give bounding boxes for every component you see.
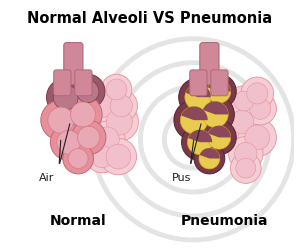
Circle shape <box>194 143 225 174</box>
Circle shape <box>64 95 102 134</box>
FancyBboxPatch shape <box>54 70 71 96</box>
Circle shape <box>70 102 95 127</box>
Circle shape <box>76 80 99 103</box>
Circle shape <box>53 85 78 110</box>
Circle shape <box>180 107 208 134</box>
Text: Pneumonia: Pneumonia <box>181 214 268 228</box>
FancyBboxPatch shape <box>75 70 92 96</box>
Circle shape <box>230 153 261 184</box>
Circle shape <box>85 89 119 123</box>
Wedge shape <box>208 126 231 137</box>
Circle shape <box>105 90 137 122</box>
Circle shape <box>202 101 228 127</box>
Circle shape <box>48 107 74 133</box>
Wedge shape <box>203 101 228 115</box>
Circle shape <box>91 145 113 168</box>
Text: Normal: Normal <box>50 214 106 228</box>
Circle shape <box>250 98 271 119</box>
Text: Normal Alveoli VS Pneumonia: Normal Alveoli VS Pneumonia <box>27 11 273 26</box>
Circle shape <box>100 138 136 175</box>
Circle shape <box>68 149 88 169</box>
Circle shape <box>224 104 260 140</box>
Wedge shape <box>208 80 231 91</box>
Circle shape <box>202 120 236 155</box>
Circle shape <box>229 86 259 116</box>
FancyBboxPatch shape <box>64 43 83 85</box>
Circle shape <box>101 74 132 105</box>
Circle shape <box>196 95 234 134</box>
Circle shape <box>70 74 105 109</box>
Circle shape <box>202 74 236 109</box>
Circle shape <box>207 126 231 149</box>
Circle shape <box>110 95 132 117</box>
FancyBboxPatch shape <box>200 43 219 85</box>
FancyBboxPatch shape <box>211 70 228 96</box>
Circle shape <box>179 78 217 116</box>
Circle shape <box>174 100 214 140</box>
Text: Air: Air <box>39 173 54 183</box>
Circle shape <box>244 92 276 125</box>
Circle shape <box>94 127 119 152</box>
Circle shape <box>106 109 132 135</box>
Circle shape <box>185 84 211 110</box>
Circle shape <box>50 124 87 160</box>
Wedge shape <box>200 148 220 159</box>
Circle shape <box>71 120 106 155</box>
Circle shape <box>46 78 85 116</box>
Circle shape <box>235 142 257 165</box>
Circle shape <box>207 80 231 103</box>
Circle shape <box>100 103 139 141</box>
Circle shape <box>41 100 81 140</box>
Circle shape <box>77 126 100 149</box>
Wedge shape <box>186 84 211 97</box>
Circle shape <box>234 91 254 111</box>
Circle shape <box>241 77 274 110</box>
Circle shape <box>245 125 270 150</box>
Circle shape <box>182 124 218 160</box>
Circle shape <box>90 94 114 118</box>
Circle shape <box>188 130 212 155</box>
Circle shape <box>63 143 94 174</box>
Circle shape <box>247 83 268 104</box>
Wedge shape <box>181 107 208 120</box>
Circle shape <box>86 140 118 173</box>
Circle shape <box>106 144 131 169</box>
FancyBboxPatch shape <box>190 70 207 96</box>
Circle shape <box>199 148 220 169</box>
Circle shape <box>236 158 256 178</box>
Circle shape <box>57 130 80 154</box>
Circle shape <box>229 136 263 171</box>
Circle shape <box>89 121 125 158</box>
Text: Pus: Pus <box>172 173 191 183</box>
Circle shape <box>230 110 254 134</box>
Circle shape <box>106 79 127 100</box>
Wedge shape <box>188 130 212 142</box>
Circle shape <box>238 118 276 157</box>
